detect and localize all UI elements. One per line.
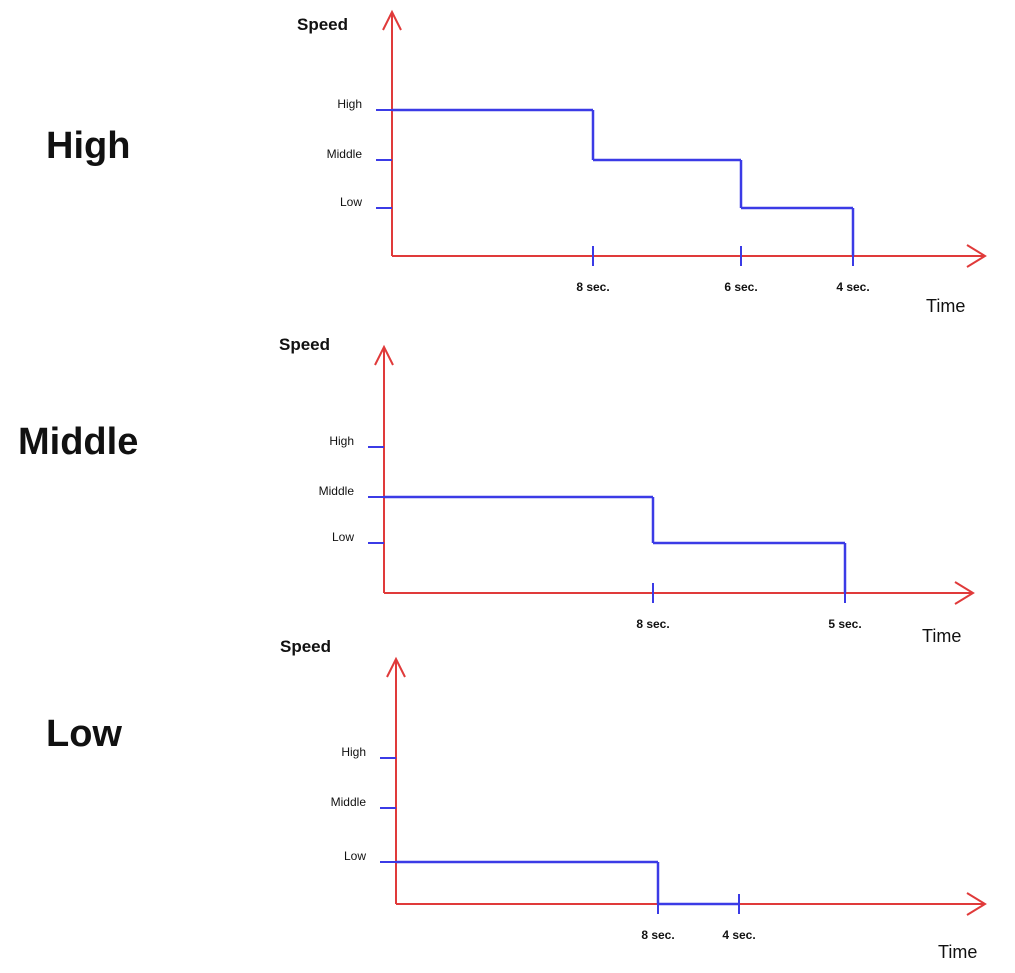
y-tick-label: Middle xyxy=(331,795,367,809)
y-tick-label: Middle xyxy=(327,147,363,161)
y-tick-label: Low xyxy=(344,849,366,863)
x-tick-label: 6 sec. xyxy=(724,280,757,294)
y-axis-arrow xyxy=(386,656,406,678)
y-tick-label: Low xyxy=(340,195,362,209)
x-tick-label: 4 sec. xyxy=(836,280,869,294)
chart-panel-high: High Speed Time Low Middle High 8 sec. 6 sec. 4 … xyxy=(46,9,987,316)
chart-title: Low xyxy=(46,713,122,755)
x-tick-label: 8 sec. xyxy=(641,928,674,942)
chart-title: Middle xyxy=(18,421,138,463)
y-axis-title: Speed xyxy=(297,15,348,34)
x-axis-title: Time xyxy=(922,626,961,646)
x-axis-arrow xyxy=(954,581,975,605)
x-tick-label: 8 sec. xyxy=(636,617,669,631)
y-tick-label: High xyxy=(337,97,362,111)
chart-title: High xyxy=(46,125,130,167)
y-axis-arrow xyxy=(382,9,402,31)
x-axis-title: Time xyxy=(926,296,965,316)
y-axis-title: Speed xyxy=(280,637,331,656)
y-tick-label: High xyxy=(329,434,354,448)
chart-panel-low: Low Speed Time Low Middle High 8 sec. 4 sec. xyxy=(46,637,987,962)
y-tick-label: Low xyxy=(332,530,354,544)
chart-panel-middle: Middle Speed Time Low Middle High 8 sec. 5 sec. xyxy=(18,335,975,646)
x-tick-label: 8 sec. xyxy=(576,280,609,294)
y-tick-label: High xyxy=(341,745,366,759)
x-tick-label: 5 sec. xyxy=(828,617,861,631)
x-axis-arrow xyxy=(966,892,987,916)
x-tick-label: 4 sec. xyxy=(722,928,755,942)
y-axis-title: Speed xyxy=(279,335,330,354)
y-tick-label: Middle xyxy=(319,484,355,498)
x-axis-arrow xyxy=(966,244,987,268)
y-axis-arrow xyxy=(374,344,394,366)
x-axis-title: Time xyxy=(938,942,977,962)
